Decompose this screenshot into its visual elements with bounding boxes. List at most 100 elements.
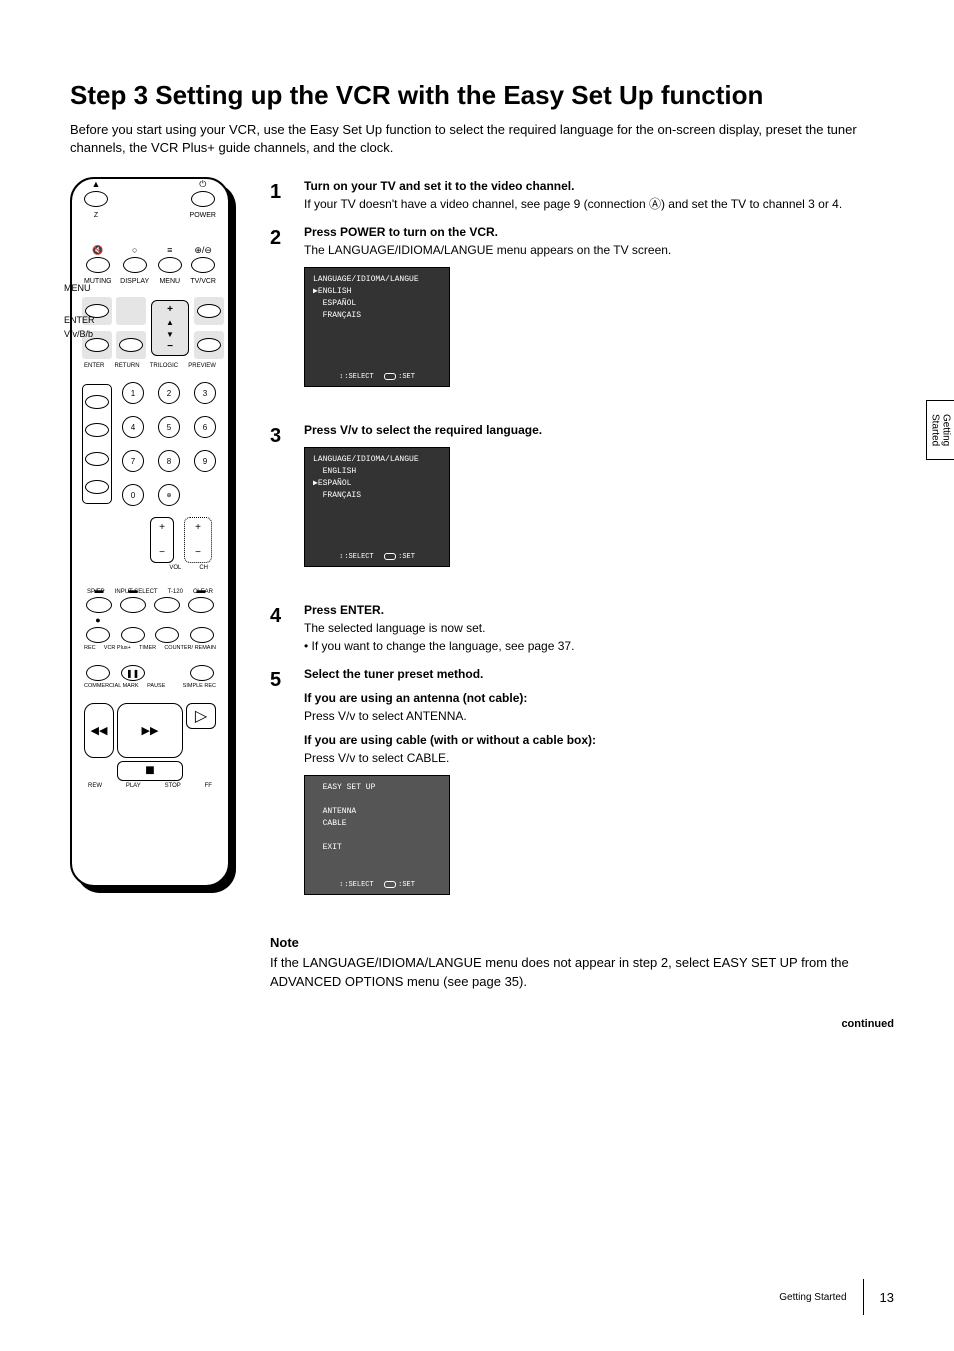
- num-9: 9: [194, 450, 216, 472]
- power-label: POWER: [190, 212, 216, 219]
- display-label: DISPLAY: [120, 278, 149, 285]
- step1-body: If your TV doesn't have a video channel,…: [304, 197, 842, 211]
- footer-page-number: 13: [880, 1290, 894, 1305]
- instructions-column: 1 Turn on your TV and set it to the vide…: [270, 177, 894, 1032]
- step-2: 2 Press POWER to turn on the VCR. The LA…: [270, 223, 894, 411]
- page-footer: Getting Started 13: [779, 1279, 894, 1315]
- t120-button: [154, 597, 180, 613]
- display-button: ○: [123, 257, 147, 273]
- step1-lead: Turn on your TV and set it to the video …: [304, 179, 574, 193]
- ch-label: CH: [199, 565, 208, 571]
- trilogic-button: [197, 304, 221, 318]
- menu-button: ≡: [158, 257, 182, 273]
- x2-button: [85, 423, 109, 437]
- side-tab: Getting Started: [926, 400, 954, 460]
- num-8: 8: [158, 450, 180, 472]
- step5-line2: If you are using cable (with or without …: [304, 733, 596, 747]
- cursor-callout: V/v/B/b: [64, 329, 93, 339]
- play-label: PLAY: [126, 783, 141, 789]
- transport-controls: ◀◀ ▷ ▶▶ ■: [82, 703, 218, 781]
- page-subtitle: Before you start using your VCR, use the…: [70, 121, 894, 157]
- num-1: 1: [122, 382, 144, 404]
- step5-line1: If you are using an antenna (not cable):: [304, 691, 527, 705]
- simple-rec-button: [190, 665, 214, 681]
- stop-label: STOP: [165, 783, 181, 789]
- step2-body: The LANGUAGE/IDIOMA/LANGUE menu appears …: [304, 243, 671, 257]
- rec-label: REC: [84, 645, 96, 651]
- pause-label: PAUSE: [147, 683, 165, 689]
- step-5: 5 Select the tuner preset method. If you…: [270, 665, 894, 919]
- step-4: 4 Press ENTER. The selected language is …: [270, 601, 894, 655]
- trilogic-label: TRILOGIC: [150, 363, 178, 369]
- power-button: ⏻: [191, 191, 215, 207]
- timer-button: [155, 627, 179, 643]
- document-page: Getting Started Step 3 Setting up the VC…: [0, 0, 954, 1351]
- osd-language-1: LANGUAGE/IDIOMA/LANGUE ▶ENGLISH ESPAÑOL …: [304, 267, 450, 387]
- enter-callout: ENTER: [64, 315, 95, 325]
- arrow-button: [119, 338, 143, 352]
- slow-button: [85, 395, 109, 409]
- footer-section: Getting Started: [779, 1292, 846, 1303]
- num-4: 4: [122, 416, 144, 438]
- timer-label: TIMER: [139, 645, 156, 651]
- num-6: 6: [194, 416, 216, 438]
- pause-button: ❚❚: [121, 665, 145, 681]
- muting-button: 🔇: [86, 257, 110, 273]
- simple-rec-label: SIMPLE REC: [183, 683, 216, 689]
- eject-button: ▲: [84, 191, 108, 207]
- menu-label-remote: MENU: [159, 278, 180, 285]
- audio-monitor-button: [85, 480, 109, 494]
- preview-label: PREVIEW: [188, 363, 216, 369]
- t120-label: T-120: [168, 589, 183, 595]
- cursor-pad: +▲▼−: [151, 300, 189, 356]
- step2-lead: Press POWER to turn on the VCR.: [304, 225, 498, 239]
- rec-button: ●: [86, 627, 110, 643]
- clear-button: ▬: [188, 597, 214, 613]
- remote-illustration: ▲ Z ⏻ POWER 🔇MUTING ○DISPLAY ≡MENU ⊕/⊖TV…: [70, 177, 236, 893]
- eject-label: Z: [94, 212, 98, 219]
- counter-button: [190, 627, 214, 643]
- input-select-button: ▬: [120, 597, 146, 613]
- search-button: [85, 452, 109, 466]
- vol-label: VOL: [169, 565, 181, 571]
- step5-line2b: Press V/v to select CABLE.: [304, 751, 449, 765]
- mark-label: COMMERCIAL MARK: [84, 683, 139, 689]
- cursor-area: +▲▼−: [82, 297, 218, 359]
- number-pad: 1 2 3 4 5 6 7 8 9 0 ⊕: [82, 379, 218, 509]
- preview-button: [197, 338, 221, 352]
- play-button: ▷: [186, 703, 216, 729]
- osd-language-2: LANGUAGE/IDIOMA/LANGUE ENGLISH ▶ESPAÑOL …: [304, 447, 450, 567]
- step4-lead: Press ENTER.: [304, 603, 384, 617]
- content-row: ▲ Z ⏻ POWER 🔇MUTING ○DISPLAY ≡MENU ⊕/⊖TV…: [70, 177, 894, 1032]
- vcrplus-button: [121, 627, 145, 643]
- tv-vcr-button: ⊕/⊖: [191, 257, 215, 273]
- num-3: 3: [194, 382, 216, 404]
- note-heading: Note: [270, 935, 299, 950]
- step3-lead: Press V/v to select the required languag…: [304, 423, 542, 437]
- step4-tip: • If you want to change the language, se…: [304, 639, 574, 653]
- ch-code-set-button: ⊕: [158, 484, 180, 506]
- step5-line1b: Press V/v to select ANTENNA.: [304, 709, 467, 723]
- menu-callout: MENU: [64, 283, 91, 293]
- ff-label: FF: [205, 783, 212, 789]
- stop-button: ■: [117, 761, 183, 781]
- continued-label: continued: [270, 1016, 894, 1033]
- page-title: Step 3 Setting up the VCR with the Easy …: [70, 80, 894, 111]
- counter-label: COUNTER/ REMAIN: [164, 645, 216, 651]
- step5-lead: Select the tuner preset method.: [304, 667, 483, 681]
- step-1: 1 Turn on your TV and set it to the vide…: [270, 177, 894, 213]
- rew-label: REW: [88, 783, 102, 789]
- note-body: If the LANGUAGE/IDIOMA/LANGUE menu does …: [270, 955, 849, 990]
- vcrplus-label: VCR Plus+: [104, 645, 131, 651]
- step-3: 3 Press V/v to select the required langu…: [270, 421, 894, 591]
- return-label: RETURN: [115, 363, 140, 369]
- rew-button: ◀◀: [84, 703, 114, 758]
- tvvcr-label: TV/VCR: [190, 278, 216, 285]
- commercial-mark-button: [86, 665, 110, 681]
- return-button: [85, 338, 109, 352]
- sp-ep-button: ▬: [86, 597, 112, 613]
- note-block: Note If the LANGUAGE/IDIOMA/LANGUE menu …: [270, 933, 894, 992]
- ff-button: ▶▶: [117, 703, 183, 758]
- num-7: 7: [122, 450, 144, 472]
- vol-rocker: +−: [150, 517, 174, 563]
